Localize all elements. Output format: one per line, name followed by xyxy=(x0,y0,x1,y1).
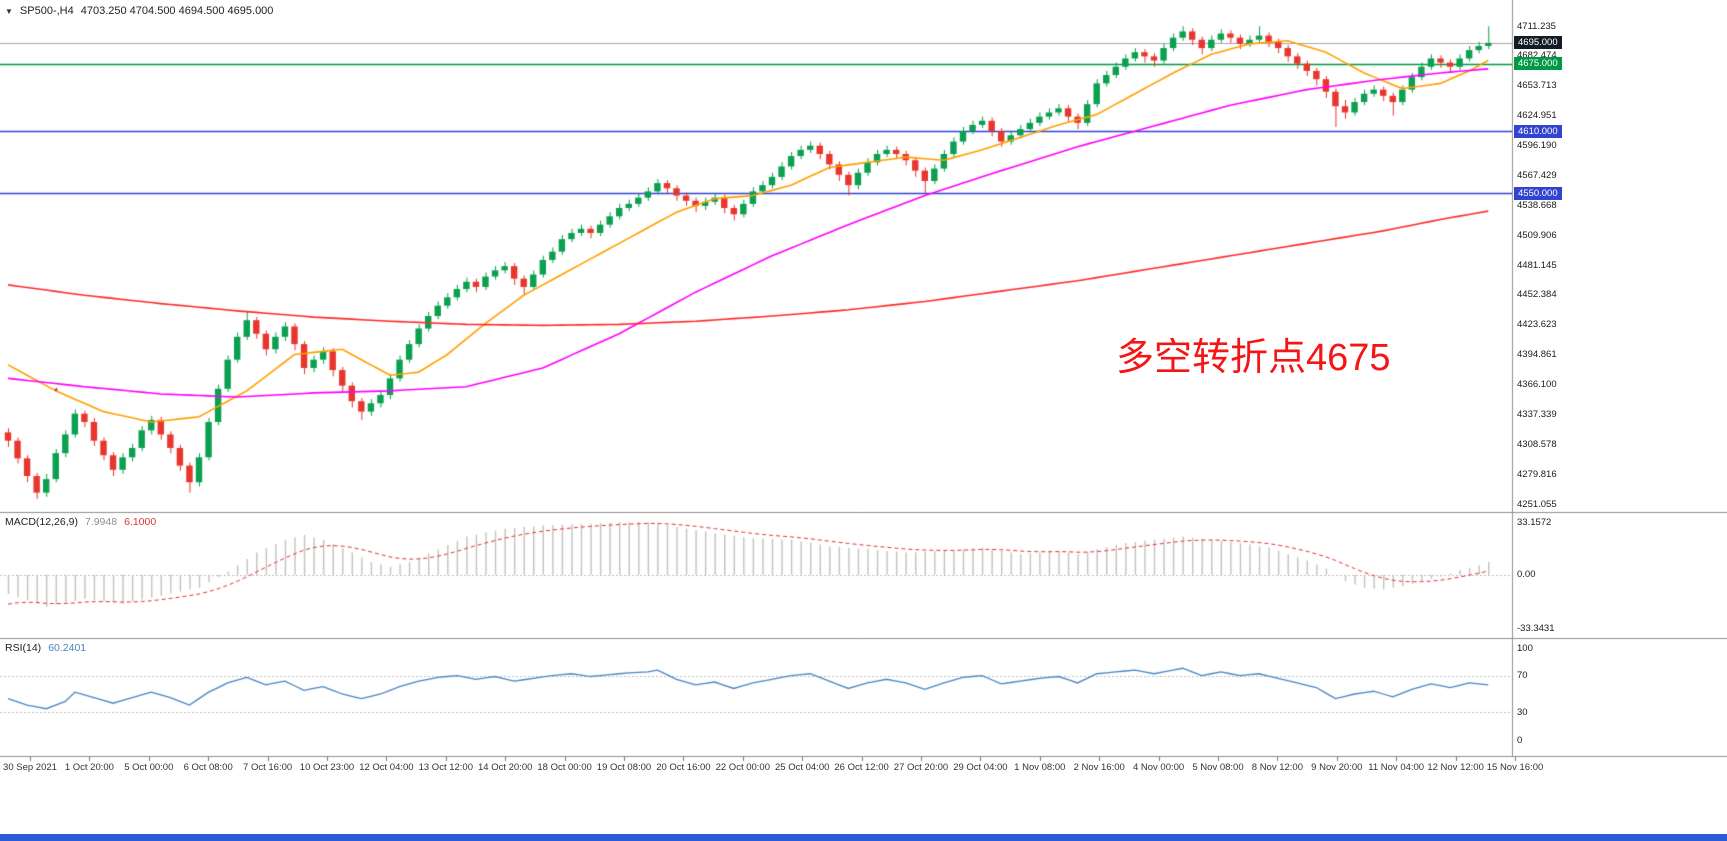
time-axis-label: 4 Nov 00:00 xyxy=(1132,762,1185,773)
price-axis-label: 4596.190 xyxy=(1517,140,1557,151)
price-axis-label: 4538.668 xyxy=(1517,199,1557,211)
macd-scale-label: -33.3431 xyxy=(1517,622,1555,634)
annotation-text[interactable]: 多空转折点4675 xyxy=(1116,337,1391,379)
price-axis-label: 4653.713 xyxy=(1517,80,1557,92)
price-line-badge[interactable]: 4675.000 xyxy=(1514,57,1562,71)
price-axis-label: 4251.055 xyxy=(1517,498,1557,510)
price-axis-label: 4366.100 xyxy=(1517,379,1557,390)
price-axis-label: 4394.861 xyxy=(1517,349,1557,361)
macd-scale-label: 0.00 xyxy=(1517,569,1536,581)
time-axis-label: 11 Nov 04:00 xyxy=(1368,762,1425,773)
time-axis-label: 1 Oct 20:00 xyxy=(64,762,114,773)
price-axis-label: 4682.474 xyxy=(1517,50,1557,62)
price-axis-label: 4308.578 xyxy=(1517,438,1557,450)
chart-symbol-timeframe: SP500-,H4 xyxy=(19,5,74,17)
time-axis-label: 12 Oct 04:00 xyxy=(359,762,414,773)
chart-ohlc-values: 4703.250 4704.500 4694.500 4695.000 xyxy=(80,5,274,17)
time-axis-label: 6 Oct 08:00 xyxy=(183,762,233,773)
chart-menu-icon[interactable]: ▼ xyxy=(5,7,13,16)
price-line-badge[interactable]: 4550.000 xyxy=(1514,186,1562,200)
rsi-value: 60.2401 xyxy=(48,642,87,654)
time-axis-label: 5 Oct 00:00 xyxy=(124,762,174,773)
macd-label: MACD(12,26,9) xyxy=(5,516,78,528)
rsi-header: RSI(14) 60.2401 xyxy=(5,642,86,654)
time-axis-label: 5 Nov 08:00 xyxy=(1192,762,1244,773)
price-axis-label: 4481.145 xyxy=(1517,259,1557,271)
time-axis-label: 20 Oct 16:00 xyxy=(656,762,711,773)
trade-marker-star: * xyxy=(54,386,59,398)
time-axis-label: 15 Nov 16:00 xyxy=(1486,762,1544,773)
price-axis-label: 4509.906 xyxy=(1517,229,1557,241)
rsi-scale-label: 30 xyxy=(1517,706,1528,718)
time-axis-label: 26 Oct 12:00 xyxy=(834,762,889,773)
price-axis-label: 4624.951 xyxy=(1517,110,1557,122)
time-axis-label: 18 Oct 00:00 xyxy=(537,762,592,773)
bottom-edge-strip xyxy=(0,834,1727,841)
macd-header: MACD(12,26,9) 7.9948 6.1000 xyxy=(5,516,156,528)
macd-value-signal: 6.1000 xyxy=(124,516,157,528)
price-axis-label: 4423.623 xyxy=(1517,319,1557,331)
time-axis-label: 30 Sep 2021 xyxy=(3,762,57,773)
time-axis-label: 1 Nov 08:00 xyxy=(1014,762,1066,773)
rsi-label: RSI(14) xyxy=(5,642,42,654)
time-axis-label: 14 Oct 20:00 xyxy=(477,762,533,773)
time-axis-label: 2 Nov 16:00 xyxy=(1073,762,1125,773)
price-axis-label: 4567.429 xyxy=(1517,169,1557,181)
time-axis-label: 12 Nov 12:00 xyxy=(1427,762,1484,773)
rsi-scale-label: 100 xyxy=(1517,642,1533,654)
time-axis-label: 27 Oct 20:00 xyxy=(893,762,949,773)
price-axis-label: 4711.235 xyxy=(1517,20,1556,32)
rsi-scale-label: 0 xyxy=(1517,734,1523,746)
chart-header: ▼ SP500-,H4 4703.250 4704.500 4694.500 4… xyxy=(5,5,273,17)
time-axis-label: 25 Oct 04:00 xyxy=(774,762,830,773)
time-axis-label: 9 Nov 20:00 xyxy=(1311,762,1363,773)
time-axis-label: 22 Oct 00:00 xyxy=(715,762,770,773)
rsi-scale-label: 70 xyxy=(1517,670,1528,682)
time-axis-label: 19 Oct 08:00 xyxy=(596,762,652,773)
price-line-badge[interactable]: 4610.000 xyxy=(1514,124,1562,138)
price-axis-label: 4279.816 xyxy=(1517,468,1557,480)
price-axis-label: 4452.384 xyxy=(1517,289,1557,301)
price-line-badge[interactable]: 4695.000 xyxy=(1514,36,1562,50)
macd-value-main: 7.9948 xyxy=(84,516,118,528)
time-axis-label: 10 Oct 23:00 xyxy=(299,762,355,773)
price-axis-label: 4337.339 xyxy=(1517,408,1557,420)
macd-scale-label: 33.1572 xyxy=(1517,516,1552,528)
time-axis-label: 7 Oct 16:00 xyxy=(243,762,293,773)
time-axis-label: 13 Oct 12:00 xyxy=(418,762,473,773)
time-axis-label: 8 Nov 12:00 xyxy=(1251,762,1304,773)
time-axis-label: 29 Oct 04:00 xyxy=(953,762,1008,773)
